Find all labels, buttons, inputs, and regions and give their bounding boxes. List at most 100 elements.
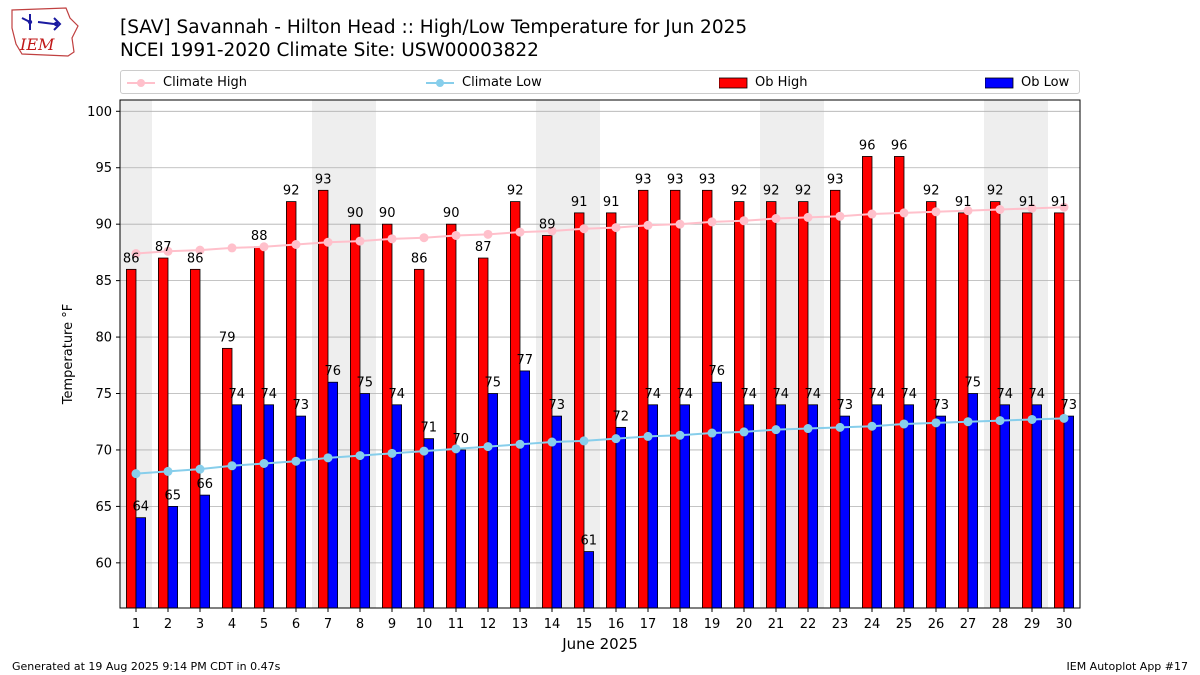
climate-low-point	[451, 444, 461, 454]
x-tick-label: 23	[832, 617, 849, 632]
bar-ob-high	[253, 246, 265, 609]
bar-ob-low	[807, 404, 819, 609]
bar-ob-low	[487, 393, 499, 609]
climate-low-point	[195, 464, 205, 474]
bar-ob-high	[894, 156, 905, 609]
x-tick-label: 26	[928, 617, 945, 632]
ob-low-value-label: 74	[229, 387, 246, 402]
climate-high-point	[355, 236, 365, 246]
x-tick-label: 9	[388, 617, 396, 632]
bar-ob-low	[903, 404, 915, 609]
climate-low-point	[483, 442, 493, 452]
climate-low-point	[515, 439, 525, 449]
bar-ob-low	[1031, 404, 1043, 609]
climate-low-point	[419, 446, 429, 456]
bar-ob-low	[519, 370, 531, 609]
climate-low-point	[259, 459, 269, 469]
legend-swatch-ob-low	[985, 77, 1014, 89]
climate-low-point	[131, 469, 141, 479]
ob-high-value-label: 93	[827, 172, 844, 187]
x-axis-label: June 2025	[561, 635, 638, 653]
climate-low-point	[1027, 414, 1037, 424]
bar-ob-low	[391, 404, 403, 609]
ob-low-value-label: 77	[517, 353, 534, 368]
bar-ob-high	[542, 235, 553, 609]
ob-high-value-label: 93	[315, 172, 332, 187]
x-tick-label: 24	[864, 617, 881, 632]
climate-low-point	[707, 428, 717, 438]
bar-ob-low	[455, 449, 467, 609]
legend-swatch-climate-low	[426, 79, 454, 87]
climate-low-point	[323, 453, 333, 463]
legend-swatch-ob-high	[719, 77, 748, 89]
bar-ob-high	[477, 257, 489, 609]
bar-ob-low	[583, 551, 595, 609]
bar-ob-high	[1022, 212, 1033, 609]
climate-high-point	[931, 207, 941, 217]
x-tick-label: 10	[416, 617, 433, 632]
x-tick-label: 11	[448, 617, 465, 632]
ob-high-value-label: 90	[379, 206, 396, 221]
climate-low-point	[931, 418, 941, 428]
y-tick-label: 95	[95, 161, 112, 176]
bar-ob-high	[445, 223, 457, 609]
ob-low-value-label: 75	[485, 376, 502, 391]
x-tick-label: 16	[608, 617, 625, 632]
ob-low-value-label: 74	[261, 387, 278, 402]
x-tick-label: 1	[132, 617, 140, 632]
bar-ob-low	[295, 415, 307, 609]
climate-high-point	[643, 220, 653, 230]
climate-low-point	[579, 436, 589, 446]
x-tick-label: 19	[704, 617, 721, 632]
climate-low-point	[291, 456, 301, 466]
climate-high-point	[195, 245, 205, 255]
climate-high-point	[707, 217, 717, 227]
chart-subtitle: NCEI 1991-2020 Climate Site: USW00003822	[120, 40, 539, 61]
climate-high-line	[135, 206, 1065, 255]
ob-high-value-label: 87	[475, 240, 492, 255]
x-tick-label: 14	[544, 617, 561, 632]
legend-label-climate-low: Climate Low	[462, 75, 542, 90]
legend-label-climate-high: Climate High	[163, 75, 248, 90]
climate-high-point	[323, 237, 333, 247]
climate-high-point	[419, 233, 429, 243]
x-tick-label: 8	[356, 617, 364, 632]
bar-ob-low	[135, 517, 147, 609]
ob-high-value-label: 92	[987, 184, 1004, 199]
bar-ob-low	[839, 415, 851, 609]
bar-ob-high	[189, 268, 201, 609]
ob-low-value-label: 76	[709, 364, 726, 379]
x-tick-label: 20	[736, 617, 753, 632]
ob-high-value-label: 92	[795, 184, 812, 199]
climate-high-point	[867, 209, 877, 219]
climate-high-point	[771, 214, 781, 224]
ob-high-value-label: 87	[155, 240, 172, 255]
y-tick-label: 60	[95, 556, 112, 571]
x-tick-label: 7	[324, 617, 332, 632]
x-tick-label: 27	[960, 617, 977, 632]
ob-high-value-label: 92	[283, 184, 300, 199]
bar-ob-low	[263, 404, 275, 609]
climate-high-point	[611, 223, 621, 233]
climate-low-point	[611, 434, 621, 444]
ob-low-value-label: 74	[645, 387, 662, 402]
bar-ob-high	[702, 189, 713, 609]
bar-ob-high	[766, 201, 777, 609]
climate-high-point	[579, 224, 589, 234]
bar-ob-high	[574, 212, 585, 609]
bar-ob-low	[871, 404, 883, 609]
climate-high-point	[995, 205, 1005, 215]
climate-low-point	[739, 427, 749, 437]
climate-high-point	[963, 206, 973, 216]
plot-frame	[119, 99, 1081, 609]
ob-high-value-label: 92	[507, 184, 524, 199]
climate-high-point	[291, 239, 301, 249]
ob-high-value-label: 79	[219, 330, 236, 345]
x-tick-label: 29	[1024, 617, 1041, 632]
x-tick-label: 6	[292, 617, 300, 632]
bar-ob-high	[381, 223, 393, 609]
climate-high-point	[131, 249, 141, 259]
bar-ob-high	[317, 189, 329, 609]
bar-ob-high	[990, 201, 1001, 609]
climate-low-point	[803, 424, 813, 434]
